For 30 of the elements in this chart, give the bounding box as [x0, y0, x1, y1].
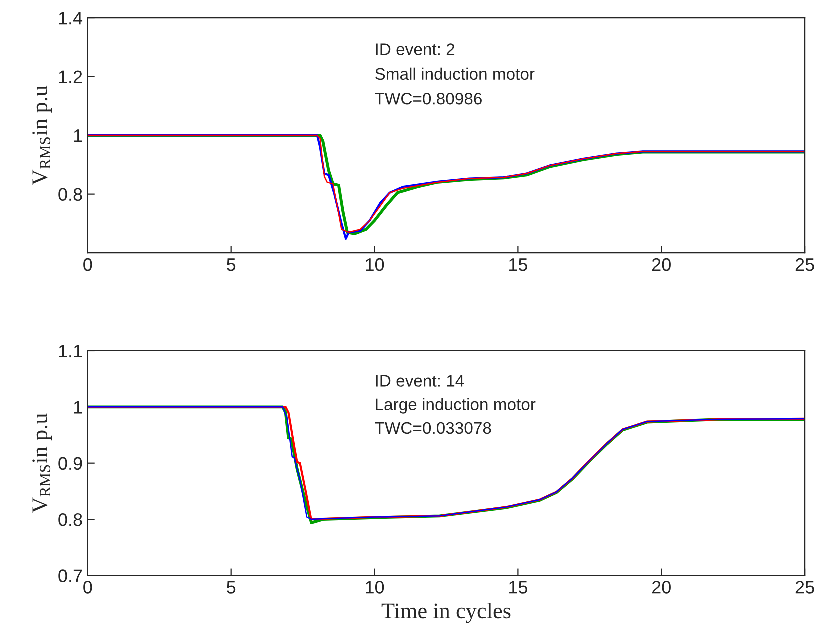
x-tick-label: 25 [796, 581, 814, 594]
y-tick-label: 1 [74, 130, 82, 142]
annotation: ID event: 2 [376, 44, 455, 56]
x-tick-label: 10 [366, 258, 384, 272]
x-tick-label: 5 [227, 581, 236, 594]
x-tick-label: 0 [84, 581, 92, 594]
y-axis-title: V$_{RMS}$in p.u [32, 86, 52, 186]
y-tick-label: 0.8 [58, 513, 82, 526]
y-tick-label: 1.1 [59, 345, 82, 358]
annotation: Large induction motor [376, 398, 536, 414]
y-tick-label: 1 [74, 401, 82, 414]
x-tick-label: 20 [652, 258, 671, 272]
annotation: TWC=0.80986 [375, 92, 482, 105]
x-axis-title: Time in cycles [382, 602, 511, 624]
y-tick-label: 0.7 [58, 570, 82, 582]
annotation: TWC=0.033078 [375, 422, 492, 434]
x-tick-label: 5 [227, 258, 236, 272]
y-tick-label: 1.2 [59, 70, 82, 84]
x-tick-label: 0 [84, 258, 92, 272]
y-tick-label: 1.4 [59, 12, 83, 25]
x-tick-label: 10 [366, 581, 384, 594]
y-axis-title: V$_{RMS}$in p.u [32, 414, 52, 514]
x-tick-label: 15 [510, 258, 528, 272]
x-tick-label: 15 [510, 581, 528, 594]
annotation: Small induction motor [376, 68, 535, 80]
y-tick-label: 0.8 [58, 188, 82, 202]
x-tick-label: 25 [796, 258, 814, 272]
y-tick-label: 0.9 [58, 457, 82, 470]
annotation: ID event: 14 [376, 375, 464, 387]
x-tick-label: 20 [652, 581, 671, 594]
